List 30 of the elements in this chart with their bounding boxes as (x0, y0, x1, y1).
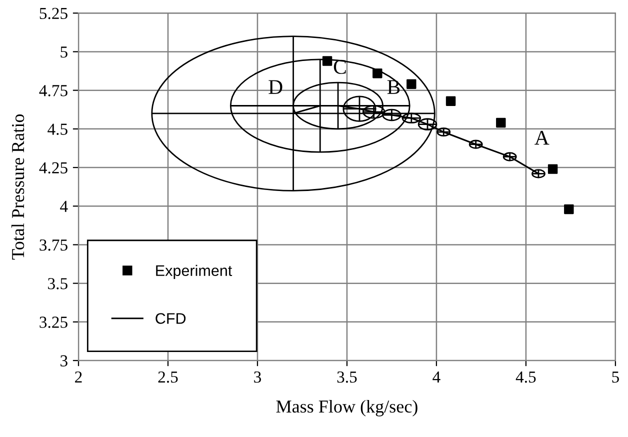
y-axis-title: Total Pressure Ratio (11, 114, 24, 260)
y-tick-label: 3.75 (40, 239, 68, 251)
annotation: D (268, 80, 282, 94)
point (372, 68, 382, 78)
y-tick-label: 3.5 (48, 278, 68, 290)
annotation: A (534, 130, 550, 145)
y-tick-label: 4.75 (39, 85, 68, 96)
x-tick-label: 4 (432, 372, 440, 383)
y-tick-label: 4.25 (39, 162, 68, 174)
y-tick-label: 5 (60, 46, 68, 58)
point (496, 118, 506, 128)
y-tick-label: 3.25 (40, 316, 68, 328)
x-tick-label: 2.5 (158, 371, 178, 383)
point (406, 79, 416, 89)
point (548, 164, 558, 174)
point (446, 96, 456, 106)
point (322, 56, 332, 66)
point (564, 204, 574, 214)
x-tick-label: 5 (612, 372, 619, 383)
x-tick-label: 4.5 (516, 372, 536, 383)
y-tick-label: 3 (60, 355, 68, 366)
x-tick-label: 3.5 (337, 371, 357, 383)
x-axis-title: Mass Flow (kg/sec) (276, 400, 418, 416)
x-tick-label: 3 (254, 371, 261, 383)
legend-label: CFD (156, 313, 186, 324)
y-tick-label: 5.25 (40, 8, 68, 20)
legend-label: Experiment (156, 264, 232, 280)
x-tick-label: 2 (75, 371, 82, 383)
y-tick-label: 4 (60, 200, 68, 212)
y-tick-label: 4.5 (48, 124, 68, 135)
